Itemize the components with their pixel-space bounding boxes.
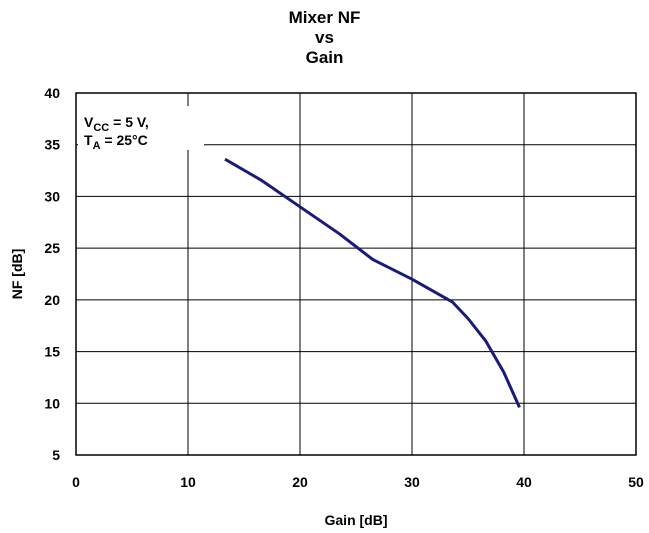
annotation-vcc-sub: CC (93, 122, 109, 134)
chart-title-line-3: Gain (305, 48, 344, 67)
annotation-ta-main: T (84, 132, 93, 148)
x-tick-label: 30 (404, 474, 420, 490)
x-axis-label: Gain [dB] (325, 512, 388, 528)
x-tick-label: 20 (292, 474, 308, 490)
y-tick-label: 25 (44, 240, 60, 256)
annotation-ta-sub: A (93, 140, 101, 152)
series-layer (224, 157, 521, 409)
annotation-ta: TA = 25°C (84, 132, 148, 152)
y-tick-label: 40 (44, 85, 60, 101)
chart-title: Mixer NF vs Gain (0, 8, 649, 68)
y-axis-label: NF [dB] (9, 249, 25, 300)
chart-title-line-1: Mixer NF (288, 8, 361, 27)
annotation-vcc-main: V (84, 114, 94, 130)
chart-title-line-2: vs (315, 28, 334, 47)
x-tick-label: 50 (628, 474, 644, 490)
annotation-vcc: VCC = 5 V, (84, 114, 149, 134)
plot-frame (75, 92, 637, 456)
x-tick-label: 0 (72, 474, 80, 490)
y-tick-label: 35 (44, 137, 60, 153)
y-tick-label: 20 (44, 292, 60, 308)
x-tick-label: 10 (180, 474, 196, 490)
tick-labels: 0 10 20 30 40 50 5 10 15 20 25 30 35 40 (44, 85, 644, 490)
y-tick-label: 5 (52, 447, 60, 463)
annotation-ta-rest: = 25°C (101, 132, 148, 148)
x-tick-label: 40 (516, 474, 532, 490)
y-tick-label: 30 (44, 188, 60, 204)
series-line-nf (224, 157, 521, 409)
annotation-background (78, 106, 204, 150)
y-tick-label: 10 (44, 395, 60, 411)
annotation-vcc-rest: = 5 V, (109, 114, 149, 130)
y-tick-label: 15 (44, 344, 60, 360)
